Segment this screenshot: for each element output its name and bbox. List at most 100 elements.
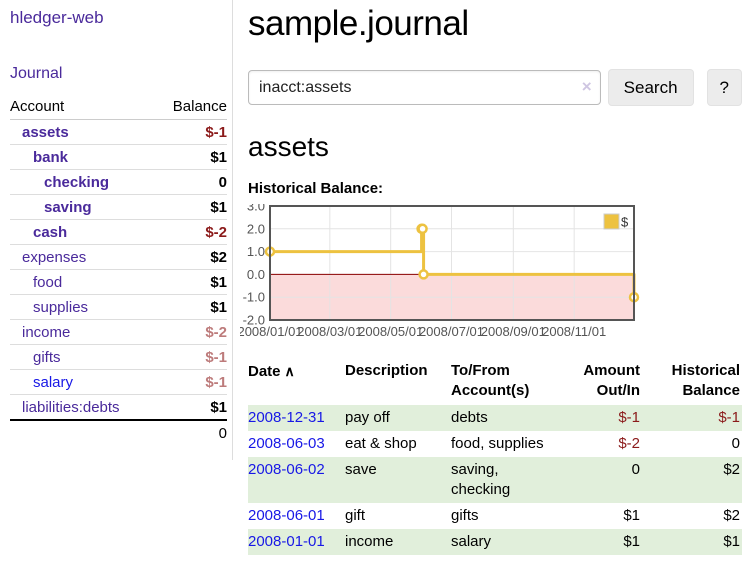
account-column-header: Account <box>10 96 156 120</box>
description-cell: save <box>345 461 377 479</box>
account-link[interactable]: income <box>22 324 71 341</box>
chart-border <box>269 205 635 322</box>
account-row: income $-2 <box>10 319 227 345</box>
x-axis-tick-label: 2008/03/01 <box>297 324 362 339</box>
app-title-link[interactable]: hledger-web <box>10 8 104 27</box>
amount-cell: $-1 <box>618 409 640 427</box>
account-balance: $-1 <box>155 344 227 370</box>
main-content: sample.journal × Search ? assets Histori… <box>237 0 742 556</box>
date-cell: 2008-06-02 <box>248 457 345 503</box>
balance-chart-svg: $3.0 2.0 1.0 0.0 -1.0 -2.02008/01/012008/03/0… <box>237 199 640 339</box>
search-form: × Search ? <box>248 69 742 107</box>
register-row: 2008-12-31 pay off debts $-1 $-1 <box>248 405 742 432</box>
balance-cell: $1 <box>723 533 740 551</box>
account-balance: $1 <box>155 269 227 295</box>
search-button[interactable]: Search <box>607 69 694 107</box>
sort-asc-icon: ∧ <box>284 363 295 380</box>
date-cell: 2008-12-31 <box>248 405 345 431</box>
description-column-header: Description <box>345 362 428 380</box>
clear-search-icon[interactable]: × <box>581 77 592 97</box>
account-link[interactable]: gifts <box>33 349 61 366</box>
accounts-cell: debts <box>451 409 488 427</box>
description-cell: gift <box>345 507 366 525</box>
balance-cell: $2 <box>723 507 740 525</box>
register-header-row: Date ∧ Description To/From Account(s) Amo… <box>248 359 742 405</box>
account-row: assets $-1 <box>10 119 227 145</box>
account-link[interactable]: saving <box>44 199 92 216</box>
account-balance: $-2 <box>155 319 227 345</box>
balance-cell: $-1 <box>718 409 740 427</box>
description-cell: pay off <box>345 409 390 427</box>
accounts-total-value: 0 <box>155 419 227 445</box>
legend-label: $ <box>621 215 629 230</box>
date-link[interactable]: 2008-01-01 <box>248 533 325 551</box>
sidebar-item-journal[interactable]: Journal <box>10 65 63 82</box>
date-link[interactable]: 2008-06-02 <box>248 461 325 479</box>
balance-chart: $3.0 2.0 1.0 0.0 -1.0 -2.0 2008/01/01 2008/03/0… <box>237 199 642 342</box>
page-title: sample.journal <box>248 4 469 43</box>
account-cell: expenses <box>10 244 156 270</box>
account-cell: supplies <box>10 294 156 320</box>
account-balance: $-1 <box>155 369 227 395</box>
account-balance: $-2 <box>155 219 227 245</box>
search-box: × <box>248 70 601 106</box>
account-link[interactable]: bank <box>33 149 69 166</box>
y-axis-tick-label: 2.0 <box>247 221 265 236</box>
help-button[interactable]: ? <box>706 69 742 107</box>
account-balance: $2 <box>155 244 227 270</box>
account-link[interactable]: food <box>33 274 63 291</box>
y-axis-tick-label: -2.0 <box>243 313 265 328</box>
chart-title: Historical Balance: <box>248 180 384 198</box>
account-link[interactable]: cash <box>33 224 68 241</box>
amount-cell: $-2 <box>618 435 640 453</box>
date-link[interactable]: 2008-06-03 <box>248 435 325 453</box>
legend-swatch <box>603 213 620 230</box>
date-cell: 2008-06-03 <box>248 431 345 457</box>
date-link[interactable]: 2008-06-01 <box>248 507 325 525</box>
account-link[interactable]: assets <box>22 124 69 141</box>
account-row: cash $-2 <box>10 219 227 245</box>
x-axis-tick-label: 2008/11/01 <box>542 324 606 339</box>
account-link[interactable]: supplies <box>33 299 89 316</box>
accounts-cell: food, supplies <box>451 435 544 453</box>
search-input[interactable] <box>248 70 601 106</box>
date-cell: 2008-06-01 <box>248 503 345 529</box>
account-cell: gifts <box>10 344 156 370</box>
register-row: 2008-06-01 gift gifts $1 $2 <box>248 503 742 529</box>
date-cell: 2008-01-01 <box>248 529 345 555</box>
y-axis-tick-label: 3.0 <box>247 204 265 214</box>
account-row: salary $-1 <box>10 369 227 395</box>
account-balance: $1 <box>155 194 227 220</box>
account-row: food $1 <box>10 269 227 295</box>
sidebar: hledger-web Journal Account Balance asse… <box>0 0 233 460</box>
y-axis-tick-label: 1.0 <box>247 244 265 259</box>
account-row: expenses $2 <box>10 244 227 270</box>
account-heading: assets <box>248 131 329 163</box>
account-cell: checking <box>10 169 156 195</box>
account-row: bank $1 <box>10 144 227 170</box>
account-balance: $1 <box>155 394 227 421</box>
account-balance: $-1 <box>155 119 227 145</box>
date-column-header[interactable]: Date ∧ <box>248 363 295 381</box>
account-cell: cash <box>10 219 156 245</box>
account-cell: income <box>10 319 156 345</box>
account-link[interactable]: salary <box>33 374 74 391</box>
x-axis-tick-label: 2008/09/01 <box>481 324 546 339</box>
date-link[interactable]: 2008-12-31 <box>248 409 325 427</box>
account-link[interactable]: liabilities:debts <box>22 399 120 416</box>
register-row: 2008-06-02 save saving, checking 0 $2 <box>248 457 742 504</box>
accounts-total-row: 0 <box>10 419 227 445</box>
amount-column-header: Amount Out/In <box>583 362 640 400</box>
register-row: 2008-01-01 income salary $1 $1 <box>248 529 742 556</box>
data-point-marker <box>417 223 428 235</box>
accounts-cell: saving, checking <box>451 461 511 499</box>
account-link[interactable]: checking <box>44 174 110 191</box>
account-balance: $1 <box>155 144 227 170</box>
amount-cell: 0 <box>631 461 640 479</box>
account-cell: bank <box>10 144 156 170</box>
y-axis-tick-label: -1.0 <box>243 290 265 305</box>
balance-cell: $2 <box>723 461 740 479</box>
account-cell: saving <box>10 194 156 220</box>
account-link[interactable]: expenses <box>22 249 87 266</box>
